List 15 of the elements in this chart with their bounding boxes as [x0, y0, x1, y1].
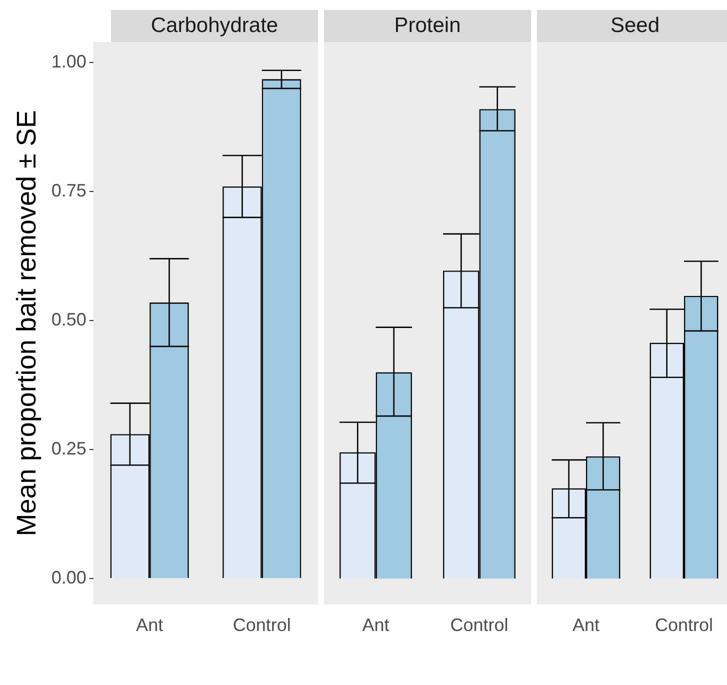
- y-tick-label: 1.00: [51, 52, 86, 72]
- x-tick-label: Ant: [572, 615, 600, 636]
- x-tick-label: Ant: [136, 615, 164, 636]
- x-tick-label: Control: [450, 615, 508, 636]
- chart-title: Carbohydrate: [111, 10, 318, 42]
- y-tick-label: 0.50: [51, 310, 86, 330]
- y-tick-label: 0.00: [51, 568, 86, 588]
- y-tick-label: 0.75: [51, 180, 86, 201]
- x-tick-label: Control: [654, 615, 714, 636]
- chart-title: Seed: [537, 10, 727, 42]
- x-tick-label: Control: [232, 615, 291, 636]
- y-axis-title: Mean proportion bait removed ± SE: [12, 110, 42, 536]
- chart-title: Protein: [324, 10, 531, 42]
- y-tick-label: 0.25: [51, 438, 86, 459]
- x-tick-label: Ant: [362, 615, 390, 636]
